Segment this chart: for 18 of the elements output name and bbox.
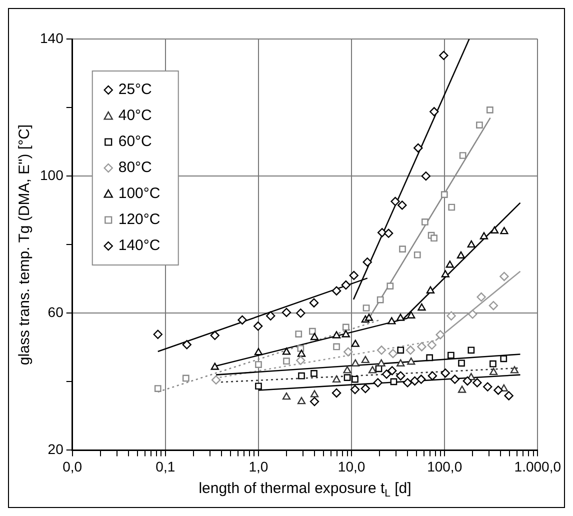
x-tick-label: 0,1 [156, 458, 176, 474]
x-tick-label: 100,0 [427, 458, 462, 474]
y-tick-label: 20 [48, 441, 64, 458]
legend-label: 60°C [118, 133, 152, 150]
y-tick-label: 60 [48, 304, 64, 320]
x-tick-label: 1,0 [248, 458, 268, 474]
y-tick-label: 140 [40, 30, 64, 46]
y-tick-label: 100 [40, 166, 64, 183]
y-axis-title: glass trans. temp. Tg (DMA, E'') [°C] [16, 124, 34, 366]
x-tick-label: 10,0 [338, 458, 366, 474]
legend-label: 140°C [118, 237, 160, 254]
legend-label: 120°C [118, 211, 160, 228]
legend-label: 25°C [118, 81, 152, 98]
legend-label: 100°C [118, 185, 160, 202]
legend-label: 40°C [118, 107, 152, 124]
legend-label: 80°C [118, 159, 152, 176]
x-tick-label: 1.000,0 [514, 458, 562, 474]
x-tick-label: 0,0 [62, 458, 82, 474]
